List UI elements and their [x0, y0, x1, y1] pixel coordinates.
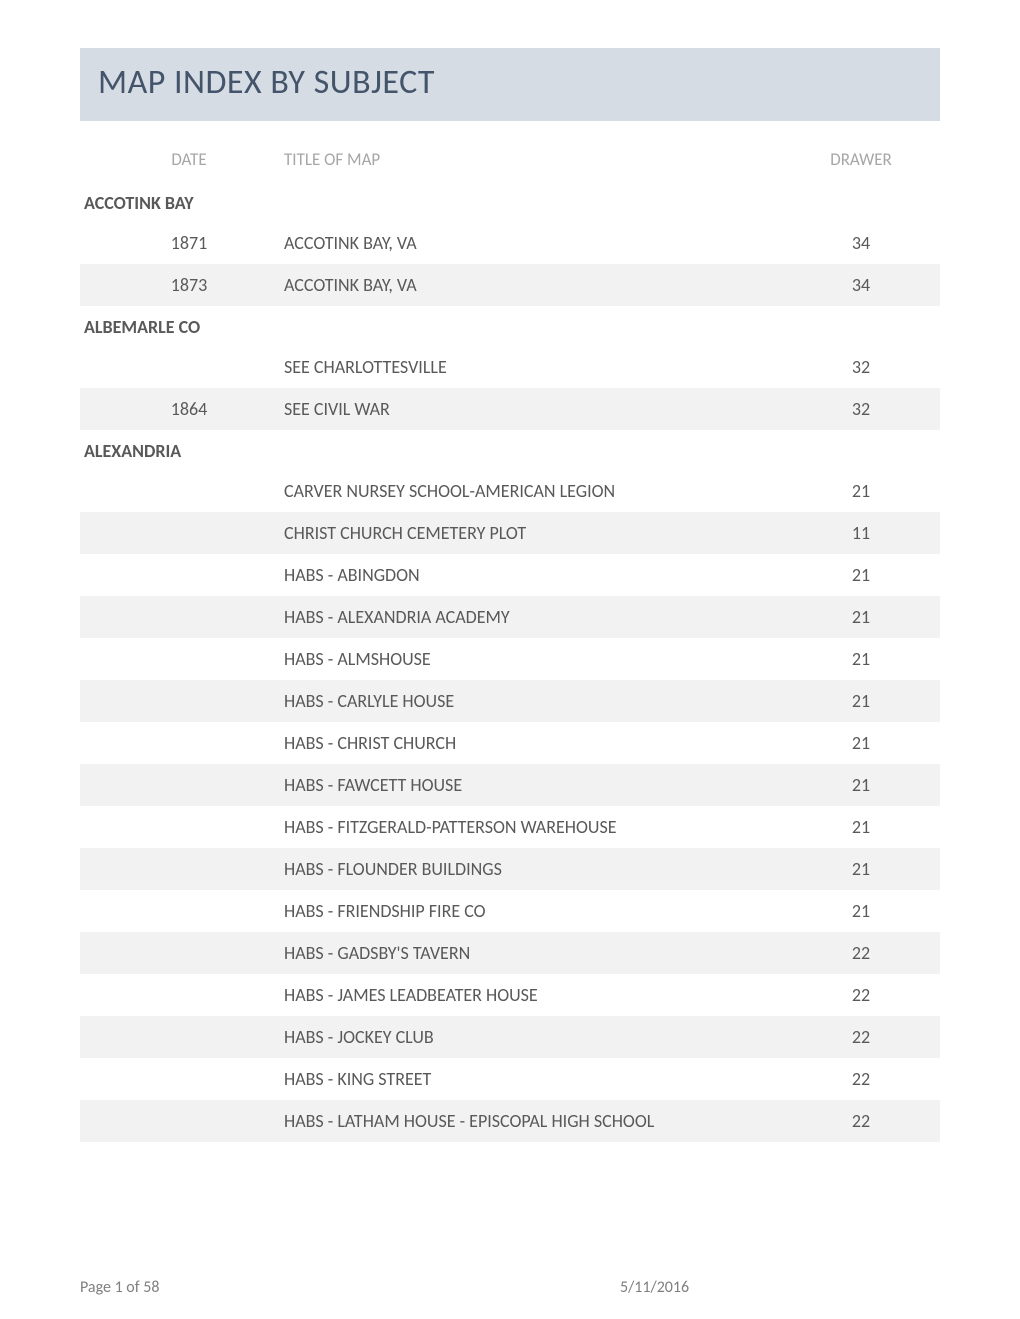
cell-date: 1873 [94, 274, 284, 296]
table-row: HABS - FAWCETT HOUSE21 [80, 764, 940, 806]
cell-title: HABS - FLOUNDER BUILDINGS [284, 858, 796, 880]
cell-title: CHRIST CHURCH CEMETERY PLOT [284, 522, 796, 544]
cell-drawer: 21 [796, 858, 926, 880]
cell-drawer: 21 [796, 816, 926, 838]
cell-drawer: 22 [796, 1110, 926, 1132]
cell-drawer: 34 [796, 232, 926, 254]
table-row: SEE CHARLOTTESVILLE32 [80, 346, 940, 388]
page-footer: Page 1 of 58 5/11/2016 [80, 1278, 940, 1297]
cell-title: HABS - CHRIST CHURCH [284, 732, 796, 754]
table-row: 1873ACCOTINK BAY, VA34 [80, 264, 940, 306]
table-row: HABS - FITZGERALD-PATTERSON WAREHOUSE21 [80, 806, 940, 848]
page: MAP INDEX BY SUBJECT DATE TITLE OF MAP D… [0, 0, 1020, 1319]
table-row: HABS - ALEXANDRIA ACADEMY21 [80, 596, 940, 638]
table-row: HABS - LATHAM HOUSE - EPISCOPAL HIGH SCH… [80, 1100, 940, 1142]
cell-drawer: 21 [796, 900, 926, 922]
cell-drawer: 21 [796, 480, 926, 502]
table-row: CHRIST CHURCH CEMETERY PLOT11 [80, 512, 940, 554]
col-header-title: TITLE OF MAP [284, 149, 796, 170]
cell-title: HABS - GADSBY'S TAVERN [284, 942, 796, 964]
cell-title: HABS - KING STREET [284, 1068, 796, 1090]
table-row: HABS - JAMES LEADBEATER HOUSE22 [80, 974, 940, 1016]
cell-title: HABS - LATHAM HOUSE - EPISCOPAL HIGH SCH… [284, 1110, 796, 1132]
cell-title: HABS - ALEXANDRIA ACADEMY [284, 606, 796, 628]
col-header-date: DATE [94, 149, 284, 170]
cell-title: HABS - FITZGERALD-PATTERSON WAREHOUSE [284, 816, 796, 838]
footer-date-stamp: 5/11/2016 [510, 1278, 940, 1297]
cell-title: HABS - ABINGDON [284, 564, 796, 586]
cell-title: SEE CHARLOTTESVILLE [284, 356, 796, 378]
section-heading: ALBEMARLE CO [80, 306, 940, 346]
cell-title: ACCOTINK BAY, VA [284, 274, 796, 296]
cell-drawer: 32 [796, 398, 926, 420]
col-header-drawer: DRAWER [796, 149, 926, 170]
table-row: HABS - GADSBY'S TAVERN22 [80, 932, 940, 974]
cell-drawer: 21 [796, 564, 926, 586]
cell-drawer: 21 [796, 606, 926, 628]
table-row: HABS - CHRIST CHURCH21 [80, 722, 940, 764]
sections-container: ACCOTINK BAY1871ACCOTINK BAY, VA341873AC… [80, 182, 940, 1142]
column-header-row: DATE TITLE OF MAP DRAWER [80, 131, 940, 182]
table-row: 1871ACCOTINK BAY, VA34 [80, 222, 940, 264]
cell-drawer: 34 [796, 274, 926, 296]
cell-drawer: 11 [796, 522, 926, 544]
cell-title: HABS - ALMSHOUSE [284, 648, 796, 670]
section-heading: ACCOTINK BAY [80, 182, 940, 222]
table-row: 1864SEE CIVIL WAR32 [80, 388, 940, 430]
title-band: MAP INDEX BY SUBJECT [80, 48, 940, 121]
cell-title: HABS - JAMES LEADBEATER HOUSE [284, 984, 796, 1006]
cell-title: ACCOTINK BAY, VA [284, 232, 796, 254]
table-row: HABS - FRIENDSHIP FIRE CO21 [80, 890, 940, 932]
cell-date: 1864 [94, 398, 284, 420]
table-row: HABS - ABINGDON21 [80, 554, 940, 596]
table-row: HABS - JOCKEY CLUB22 [80, 1016, 940, 1058]
cell-title: HABS - FRIENDSHIP FIRE CO [284, 900, 796, 922]
table-row: HABS - KING STREET22 [80, 1058, 940, 1100]
cell-title: HABS - FAWCETT HOUSE [284, 774, 796, 796]
cell-drawer: 22 [796, 942, 926, 964]
cell-drawer: 21 [796, 648, 926, 670]
cell-drawer: 22 [796, 984, 926, 1006]
cell-drawer: 21 [796, 690, 926, 712]
cell-title: HABS - CARLYLE HOUSE [284, 690, 796, 712]
table-row: CARVER NURSEY SCHOOL-AMERICAN LEGION21 [80, 470, 940, 512]
cell-title: HABS - JOCKEY CLUB [284, 1026, 796, 1048]
cell-title: CARVER NURSEY SCHOOL-AMERICAN LEGION [284, 480, 796, 502]
table-row: HABS - CARLYLE HOUSE21 [80, 680, 940, 722]
cell-drawer: 21 [796, 732, 926, 754]
cell-drawer: 22 [796, 1026, 926, 1048]
footer-page-number: Page 1 of 58 [80, 1278, 510, 1297]
table-row: HABS - ALMSHOUSE21 [80, 638, 940, 680]
cell-drawer: 21 [796, 774, 926, 796]
table-row: HABS - FLOUNDER BUILDINGS21 [80, 848, 940, 890]
cell-drawer: 22 [796, 1068, 926, 1090]
cell-drawer: 32 [796, 356, 926, 378]
cell-title: SEE CIVIL WAR [284, 398, 796, 420]
section-heading: ALEXANDRIA [80, 430, 940, 470]
cell-date: 1871 [94, 232, 284, 254]
page-title: MAP INDEX BY SUBJECT [98, 62, 922, 103]
